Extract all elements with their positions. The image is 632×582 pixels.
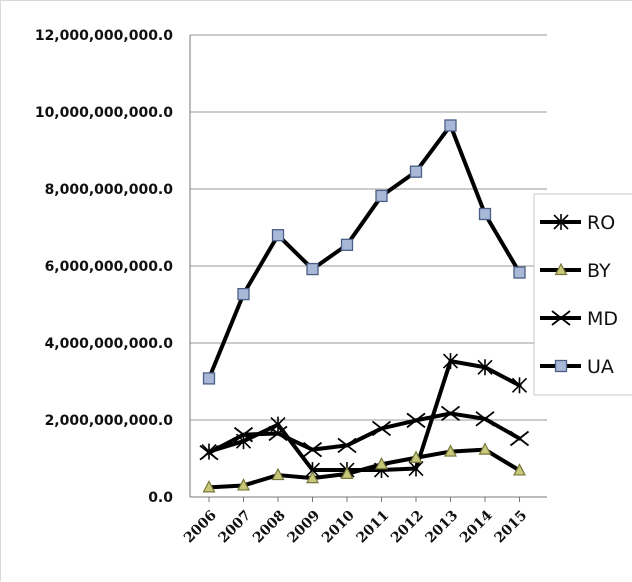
data-point <box>478 442 492 455</box>
data-point <box>202 372 216 385</box>
data-point <box>340 238 354 251</box>
data-point <box>442 353 459 370</box>
data-point <box>237 478 250 491</box>
data-point <box>337 437 357 454</box>
series-line-by <box>207 447 522 490</box>
data-point <box>509 430 530 447</box>
y-tick-label: 4,000,000,000.0 <box>45 336 174 352</box>
data-point <box>202 480 216 493</box>
legend-item-ro: RO <box>540 212 615 234</box>
y-tick-label: 2,000,000,000.0 <box>45 413 174 429</box>
legend: RO BY MD UA <box>533 193 632 396</box>
data-point <box>199 445 219 461</box>
data-point <box>233 426 254 443</box>
series-line-ua <box>207 123 522 381</box>
series-line-md <box>207 411 522 455</box>
legend-item-ua: UA <box>540 356 614 378</box>
legend-label: RO <box>587 212 615 234</box>
y-tick-label: 10,000,000,000.0 <box>35 105 173 121</box>
data-point <box>444 119 457 132</box>
y-tick-label: 6,000,000,000.0 <box>45 259 174 275</box>
data-point <box>268 425 288 442</box>
legend-box <box>533 193 632 396</box>
data-point <box>513 266 526 279</box>
legend-item-by: BY <box>540 260 611 282</box>
legend-marker <box>551 310 571 326</box>
y-tick-label: 12,000,000,000.0 <box>35 28 173 44</box>
data-point <box>444 444 457 457</box>
series-ua <box>202 119 526 385</box>
legend-label: MD <box>587 308 618 330</box>
y-tick-label: 8,000,000,000.0 <box>45 182 174 198</box>
data-point <box>237 287 250 301</box>
legend-label: BY <box>587 260 611 282</box>
series-by <box>202 442 526 493</box>
data-point <box>511 377 528 394</box>
y-tick-label: 0.0 <box>148 490 173 506</box>
data-point <box>302 441 323 458</box>
legend-marker <box>554 359 568 373</box>
data-point <box>475 411 495 427</box>
data-point <box>271 229 285 242</box>
legend-item-md: MD <box>540 308 618 330</box>
data-point <box>408 460 424 477</box>
data-point <box>271 467 285 481</box>
data-point <box>375 456 388 470</box>
data-point <box>406 412 426 429</box>
data-point <box>306 470 319 484</box>
data-point <box>513 463 526 476</box>
data-point <box>477 359 493 376</box>
data-point <box>340 466 354 479</box>
legend-marker <box>553 214 569 230</box>
data-point <box>409 165 423 178</box>
data-point <box>306 262 319 276</box>
legend-marker <box>554 262 568 276</box>
data-point <box>375 189 388 203</box>
legend-label: UA <box>587 356 614 378</box>
data-point <box>409 450 423 463</box>
data-point <box>440 405 461 422</box>
data-point <box>478 207 492 221</box>
series-layer <box>199 119 530 493</box>
data-point <box>371 420 392 437</box>
series-md <box>199 405 530 461</box>
